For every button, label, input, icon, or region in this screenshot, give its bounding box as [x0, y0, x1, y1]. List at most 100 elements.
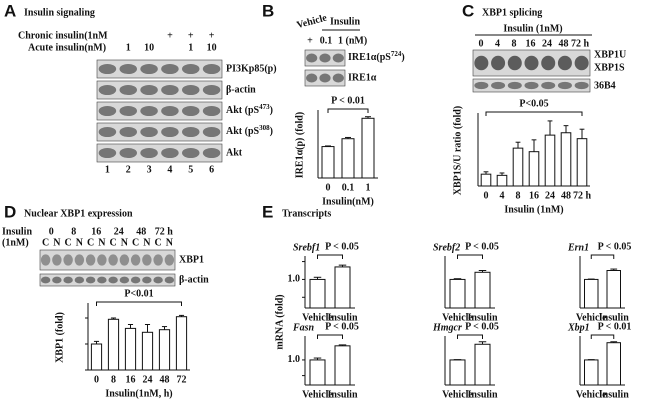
fraction-label: N — [143, 237, 151, 248]
x-tick-label: Vehicle — [302, 312, 333, 323]
time-label: 48 — [136, 226, 146, 237]
x-tick-label: Insulin — [327, 312, 357, 323]
lane-label: 48 — [559, 38, 569, 49]
significance-label: P < 0.05 — [325, 321, 359, 332]
lane-label: 16 — [526, 38, 536, 49]
row-label: Chronic insulin(1nM — [18, 30, 108, 41]
superscript: 473 — [259, 103, 270, 111]
bar — [361, 117, 375, 179]
lane-label: 4 — [495, 38, 500, 49]
error-bar — [610, 341, 618, 343]
bar — [474, 343, 491, 386]
significance-label: P<0.01 — [124, 288, 153, 299]
band — [541, 55, 556, 71]
band — [63, 276, 73, 284]
band — [119, 126, 137, 138]
band — [119, 105, 137, 117]
band — [491, 81, 506, 90]
band — [85, 276, 96, 284]
error-bar — [161, 326, 168, 330]
panel-letter: E — [262, 202, 273, 221]
x-tick-label: 16 — [126, 374, 136, 385]
bar — [175, 316, 188, 371]
significance-label: P < 0.05 — [465, 241, 499, 252]
band — [161, 147, 179, 159]
blot-label: Akt — [226, 147, 243, 158]
bar — [584, 359, 599, 386]
lane-mark: 1 — [126, 42, 131, 53]
band — [524, 81, 539, 90]
band — [140, 84, 158, 96]
bar — [480, 173, 492, 187]
band — [108, 254, 118, 266]
bar — [341, 138, 355, 179]
lane-mark: 10 — [207, 42, 217, 53]
gene-name: Srebf2 — [433, 242, 460, 253]
panel-letter: D — [4, 202, 16, 221]
significance-label: P < 0.05 — [598, 241, 632, 252]
superscript: 724 — [391, 50, 402, 58]
band — [98, 126, 117, 138]
significance-label: P < 0.01 — [598, 321, 632, 332]
bar — [90, 343, 103, 371]
x-tick-label: 16 — [529, 190, 539, 201]
band — [119, 147, 137, 159]
band — [140, 63, 158, 75]
band — [319, 53, 331, 63]
band — [74, 276, 85, 284]
y-axis-label: mRNA (fold) — [274, 294, 285, 349]
band — [182, 63, 200, 75]
band — [153, 276, 163, 284]
error-bar — [313, 357, 322, 360]
band — [306, 53, 318, 63]
significance-bracket — [317, 254, 343, 259]
band — [202, 105, 221, 117]
blot-label: XBP1U — [594, 49, 626, 60]
significance-bracket — [96, 301, 182, 306]
band — [161, 126, 179, 138]
band — [119, 276, 130, 284]
error-bar — [178, 314, 185, 317]
lane-number: 5 — [188, 164, 193, 175]
band — [119, 63, 137, 75]
band — [202, 126, 221, 138]
x-tick-label: Insulin — [467, 389, 497, 400]
bar — [528, 151, 540, 187]
panel-title: Nuclear XBP1 expression — [24, 208, 133, 219]
y-tick-label: 1.0 — [288, 274, 301, 285]
gene-name: Ern1 — [567, 242, 589, 253]
significance-bracket — [590, 254, 615, 259]
error-bar — [144, 324, 151, 333]
bar — [584, 278, 599, 309]
bar — [606, 342, 621, 386]
dose-label: 0.1 — [320, 35, 333, 46]
lane-mark: + — [209, 30, 215, 41]
lane-number: 3 — [147, 164, 152, 175]
band — [474, 55, 489, 71]
lane-mark: + — [167, 30, 173, 41]
blot — [39, 273, 176, 287]
lane-label: 0 — [479, 38, 484, 49]
gene-name: Hmgcr — [432, 322, 462, 333]
y-tick-label: 1.0 — [288, 354, 301, 365]
band — [319, 73, 331, 83]
bar — [576, 138, 588, 187]
significance-bracket — [457, 334, 483, 339]
row-label: Acute insulin(nM) — [28, 42, 106, 53]
band — [98, 147, 117, 159]
treatment-label: (1nM) — [2, 237, 29, 248]
bar — [141, 331, 154, 371]
band — [119, 254, 130, 266]
band — [164, 276, 175, 284]
bar — [544, 134, 556, 187]
band — [97, 254, 107, 266]
time-label: 24 — [114, 226, 124, 237]
x-tick-label: 1 — [366, 182, 371, 193]
bar — [334, 345, 351, 386]
blot-label: β-actin — [226, 84, 256, 95]
blot-label: XBP1S — [594, 62, 625, 73]
bar — [449, 359, 466, 386]
blot-label: IRE1α(pS724) — [348, 50, 405, 64]
time-label: 72 h — [155, 226, 174, 237]
bar — [512, 147, 524, 187]
